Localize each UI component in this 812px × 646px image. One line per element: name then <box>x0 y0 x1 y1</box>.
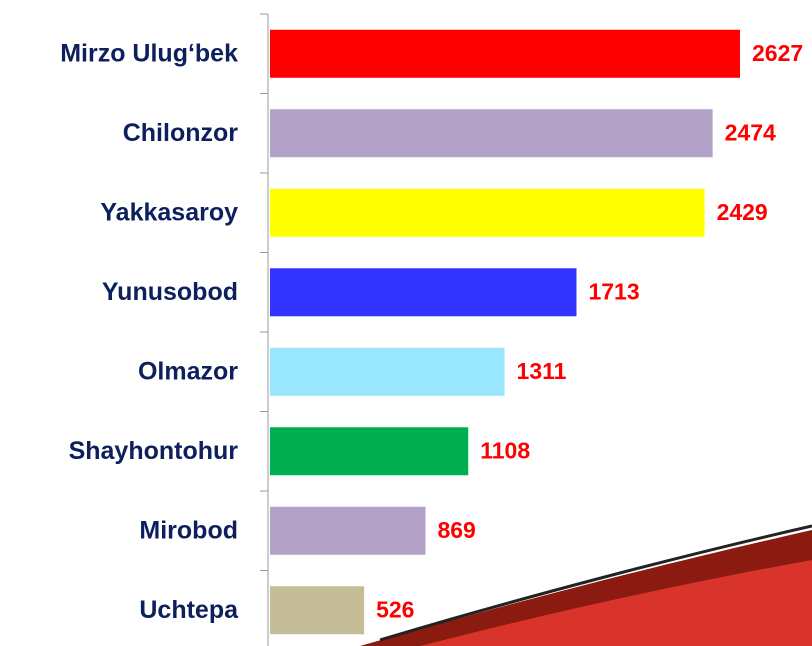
bar <box>270 109 713 158</box>
swoosh-line <box>379 524 812 642</box>
swoosh <box>420 560 812 646</box>
value-label: 526 <box>376 596 414 622</box>
value-label: 2429 <box>717 199 768 225</box>
value-label: 1311 <box>517 358 567 384</box>
bar <box>270 506 426 555</box>
decoration <box>360 524 812 646</box>
category-label: Yunusobod <box>102 278 238 306</box>
bar <box>270 586 365 635</box>
bar <box>270 188 705 237</box>
bar <box>270 268 577 317</box>
category-label: Olmazor <box>138 357 238 385</box>
value-label: 1713 <box>588 278 639 304</box>
category-label: Uchtepa <box>139 596 239 624</box>
value-label: 869 <box>437 517 475 543</box>
category-label: Shayhontohur <box>69 437 239 465</box>
bar <box>270 347 505 396</box>
value-label: 2474 <box>725 119 776 145</box>
category-label: Yakkasaroy <box>100 198 238 226</box>
value-label: 1108 <box>480 437 530 463</box>
value-label: 2627 <box>752 40 803 66</box>
bar <box>270 29 740 78</box>
category-label: Mirzo Ulug‘bek <box>60 39 238 67</box>
bar <box>270 427 469 476</box>
category-label: Mirobod <box>139 516 238 544</box>
category-label: Chilonzor <box>123 119 239 147</box>
